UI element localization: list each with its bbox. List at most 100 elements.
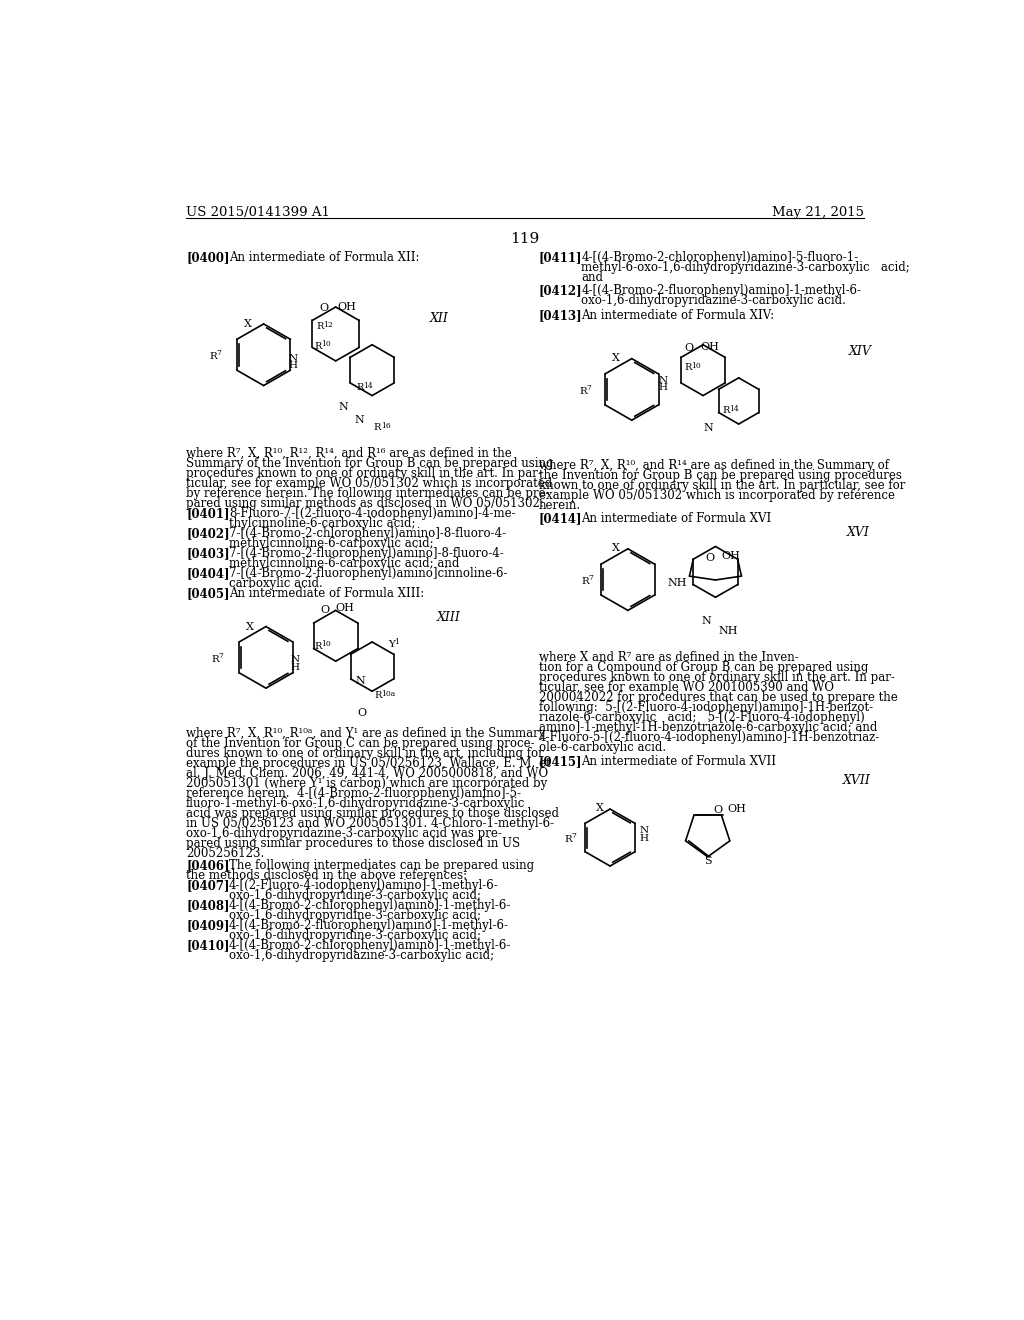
Text: herein.: herein. (539, 499, 581, 512)
Text: methyl-6-oxo-1,6-dihydropyridazine-3-carboxylic   acid;: methyl-6-oxo-1,6-dihydropyridazine-3-car… (582, 261, 910, 273)
Text: N: N (289, 354, 298, 363)
Text: tion for a Compound of Group B can be prepared using: tion for a Compound of Group B can be pr… (539, 661, 868, 675)
Text: [0411]: [0411] (539, 251, 583, 264)
Text: dures known to one of ordinary skill in the art, including for: dures known to one of ordinary skill in … (186, 747, 544, 760)
Text: the methods disclosed in the above references:: the methods disclosed in the above refer… (186, 869, 467, 882)
Text: OH: OH (336, 603, 354, 614)
Text: R: R (314, 642, 322, 651)
Text: oxo-1,6-dihydropyridazine-3-carboxylic acid.: oxo-1,6-dihydropyridazine-3-carboxylic a… (582, 294, 846, 308)
Text: The following intermediates can be prepared using: The following intermediates can be prepa… (228, 859, 534, 873)
Text: [0406]: [0406] (186, 859, 229, 873)
Text: riazole-6-carboxylic   acid;   5-[(2-Fluoro-4-iodophenyl): riazole-6-carboxylic acid; 5-[(2-Fluoro-… (539, 711, 864, 725)
Text: oxo-1,6-dihydropyridazine-3-carboxylic acid;: oxo-1,6-dihydropyridazine-3-carboxylic a… (228, 949, 494, 962)
Text: oxo-1,6-dihydropyridine-3-carboxylic acid;: oxo-1,6-dihydropyridine-3-carboxylic aci… (228, 929, 480, 942)
Text: 4-[(4-Bromo-2-chlorophenyl)amino]-5-fluoro-1-: 4-[(4-Bromo-2-chlorophenyl)amino]-5-fluo… (582, 251, 858, 264)
Text: O: O (684, 343, 693, 354)
Text: XIII: XIII (436, 611, 461, 624)
Text: 7: 7 (587, 384, 592, 392)
Text: carboxylic acid.: carboxylic acid. (228, 577, 323, 590)
Text: O: O (319, 304, 329, 313)
Text: example WO 05/051302 which is incorporated by reference: example WO 05/051302 which is incorporat… (539, 488, 895, 502)
Text: 10: 10 (321, 341, 331, 348)
Text: XII: XII (430, 313, 450, 326)
Text: methylcinnoline-6-carboxylic acid; and: methylcinnoline-6-carboxylic acid; and (228, 557, 459, 570)
Text: N: N (640, 826, 648, 836)
Text: [0402]: [0402] (186, 527, 229, 540)
Text: R: R (684, 363, 692, 372)
Text: example the procedures in US 05/0256123, Wallace, E. M. et: example the procedures in US 05/0256123,… (186, 756, 551, 770)
Text: 7: 7 (216, 350, 221, 358)
Text: 10: 10 (321, 640, 331, 648)
Text: H: H (640, 834, 648, 842)
Text: 10: 10 (691, 362, 701, 370)
Text: N: N (356, 676, 366, 686)
Text: XVI: XVI (847, 527, 869, 540)
Text: N: N (291, 655, 300, 664)
Text: S: S (705, 857, 713, 866)
Text: [0409]: [0409] (186, 919, 229, 932)
Text: and: and (582, 271, 603, 284)
Text: ole-6-carboxylic acid.: ole-6-carboxylic acid. (539, 742, 666, 754)
Text: X: X (612, 544, 621, 553)
Text: N: N (339, 401, 348, 412)
Text: R: R (582, 577, 589, 586)
Text: OH: OH (728, 804, 746, 813)
Text: 4-[(4-Bromo-2-fluorophenyl)amino]-1-methyl-6-: 4-[(4-Bromo-2-fluorophenyl)amino]-1-meth… (228, 919, 509, 932)
Text: procedures known to one of ordinary skill in the art. In par-: procedures known to one of ordinary skil… (539, 671, 895, 684)
Text: known to one of ordinary skill in the art. In particular, see for: known to one of ordinary skill in the ar… (539, 479, 905, 492)
Text: procedures known to one of ordinary skill in the art. In par-: procedures known to one of ordinary skil… (186, 467, 542, 480)
Text: R: R (564, 836, 572, 845)
Text: [0407]: [0407] (186, 879, 229, 892)
Text: X: X (245, 318, 252, 329)
Text: 4-[(4-Bromo-2-chlorophenyl)amino]-1-methyl-6-: 4-[(4-Bromo-2-chlorophenyl)amino]-1-meth… (228, 940, 511, 952)
Text: OH: OH (722, 552, 740, 561)
Text: OH: OH (700, 342, 719, 351)
Text: [0410]: [0410] (186, 940, 229, 952)
Text: N: N (658, 376, 668, 384)
Text: [0403]: [0403] (186, 548, 229, 560)
Text: May 21, 2015: May 21, 2015 (772, 206, 864, 219)
Text: [0414]: [0414] (539, 512, 583, 525)
Text: US 2015/0141399 A1: US 2015/0141399 A1 (186, 206, 330, 219)
Text: 7: 7 (219, 652, 223, 660)
Text: 1: 1 (394, 638, 399, 645)
Text: of the Invention for Group C can be prepared using proce-: of the Invention for Group C can be prep… (186, 737, 535, 750)
Text: X: X (612, 354, 621, 363)
Text: oxo-1,6-dihydropyridine-3-carboxylic acid;: oxo-1,6-dihydropyridine-3-carboxylic aci… (228, 890, 480, 902)
Text: 8-Fluoro-7-[(2-fluoro-4-iodophenyl)amino]-4-me-: 8-Fluoro-7-[(2-fluoro-4-iodophenyl)amino… (228, 507, 515, 520)
Text: 7-[(4-Bromo-2-chlorophenyl)amino]-8-fluoro-4-: 7-[(4-Bromo-2-chlorophenyl)amino]-8-fluo… (228, 527, 506, 540)
Text: 2005051301 (where Y¹ is carbon) which are incorporated by: 2005051301 (where Y¹ is carbon) which ar… (186, 776, 548, 789)
Text: by reference herein. The following intermediates can be pre-: by reference herein. The following inter… (186, 487, 550, 500)
Text: O: O (357, 708, 367, 718)
Text: An intermediate of Formula XII:: An intermediate of Formula XII: (228, 251, 419, 264)
Text: NH: NH (668, 578, 687, 587)
Text: X: X (246, 622, 254, 632)
Text: [0412]: [0412] (539, 284, 583, 297)
Text: reference herein.  4-[(4-Bromo-2-fluorophenyl)amino]-5-: reference herein. 4-[(4-Bromo-2-fluoroph… (186, 787, 521, 800)
Text: [0408]: [0408] (186, 899, 229, 912)
Text: R: R (316, 322, 324, 331)
Text: R: R (375, 692, 382, 700)
Text: methylcinnoline-6-carboxylic acid;: methylcinnoline-6-carboxylic acid; (228, 537, 433, 550)
Text: ticular, see for example WO 2001005390 and WO: ticular, see for example WO 2001005390 a… (539, 681, 834, 694)
Text: XIV: XIV (849, 345, 871, 358)
Text: where R⁷, X, R¹⁰, R¹⁰ᵃ, and Y¹ are as defined in the Summary: where R⁷, X, R¹⁰, R¹⁰ᵃ, and Y¹ are as de… (186, 726, 546, 739)
Text: 14: 14 (729, 405, 739, 413)
Text: oxo-1,6-dihydropyridine-3-carboxylic acid;: oxo-1,6-dihydropyridine-3-carboxylic aci… (228, 909, 480, 923)
Text: pared using similar methods as disclosed in WO 05/051302:: pared using similar methods as disclosed… (186, 498, 544, 511)
Text: H: H (291, 663, 300, 672)
Text: acid was prepared using similar procedures to those disclosed: acid was prepared using similar procedur… (186, 807, 559, 820)
Text: O: O (713, 805, 722, 816)
Text: NH: NH (719, 626, 738, 636)
Text: ticular, see for example WO 05/051302 which is incorporated: ticular, see for example WO 05/051302 wh… (186, 478, 552, 490)
Text: R: R (314, 342, 322, 351)
Text: where R⁷, X, R¹⁰, and R¹⁴ are as defined in the Summary of: where R⁷, X, R¹⁰, and R¹⁴ are as defined… (539, 459, 889, 471)
Text: where X and R⁷ are as defined in the Inven-: where X and R⁷ are as defined in the Inv… (539, 651, 799, 664)
Text: An intermediate of Formula XIV:: An intermediate of Formula XIV: (582, 309, 774, 322)
Text: R: R (209, 352, 217, 362)
Text: [0405]: [0405] (186, 587, 229, 601)
Text: the Invention for Group B can be prepared using procedures: the Invention for Group B can be prepare… (539, 469, 901, 482)
Text: R: R (374, 424, 381, 432)
Text: X: X (596, 803, 604, 813)
Text: thylcinnoline-6-carboxylic acid;: thylcinnoline-6-carboxylic acid; (228, 517, 416, 531)
